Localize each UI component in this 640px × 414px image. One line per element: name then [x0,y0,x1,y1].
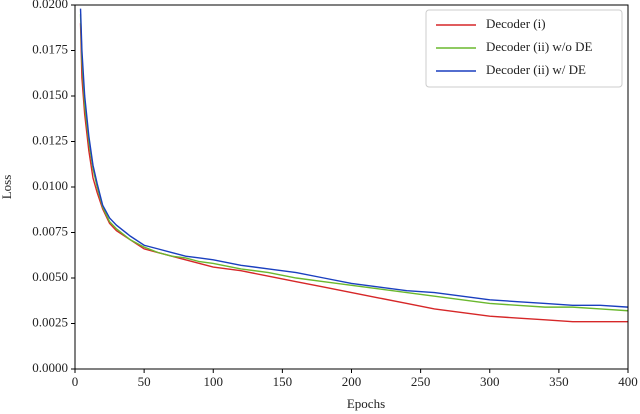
x-tick-label: 350 [549,374,569,389]
series-line [79,23,628,323]
x-axis-label: Epochs [347,396,385,411]
y-tick-label: 0.0050 [32,269,68,284]
y-tick-label: 0.0100 [32,178,68,193]
legend-label: Decoder (ii) w/o DE [486,39,593,54]
legend-label: Decoder (ii) w/ DE [486,62,586,77]
axes-frame [74,4,629,370]
series-line [79,8,628,308]
x-tick-label: 200 [342,374,362,389]
y-tick-label: 0.0150 [32,87,68,102]
x-tick-label: 100 [204,374,224,389]
y-tick-label: 0.0200 [32,0,68,11]
x-tick-label: 300 [480,374,500,389]
y-axis-label: Loss [0,175,14,200]
x-tick-label: 400 [618,374,638,389]
x-tick-label: 250 [411,374,431,389]
y-tick-label: 0.0025 [32,314,68,329]
x-tick-label: 50 [138,374,151,389]
y-tick-label: 0.0075 [32,223,68,238]
y-tick-label: 0.0000 [32,360,68,375]
legend-box [425,9,623,88]
y-tick-label: 0.0175 [32,41,68,56]
legend-label: Decoder (i) [486,16,546,31]
plot-area [79,8,628,323]
x-tick-label: 0 [72,374,79,389]
series-line [79,14,628,312]
x-tick-label: 150 [273,374,293,389]
y-tick-label: 0.0125 [32,132,68,147]
